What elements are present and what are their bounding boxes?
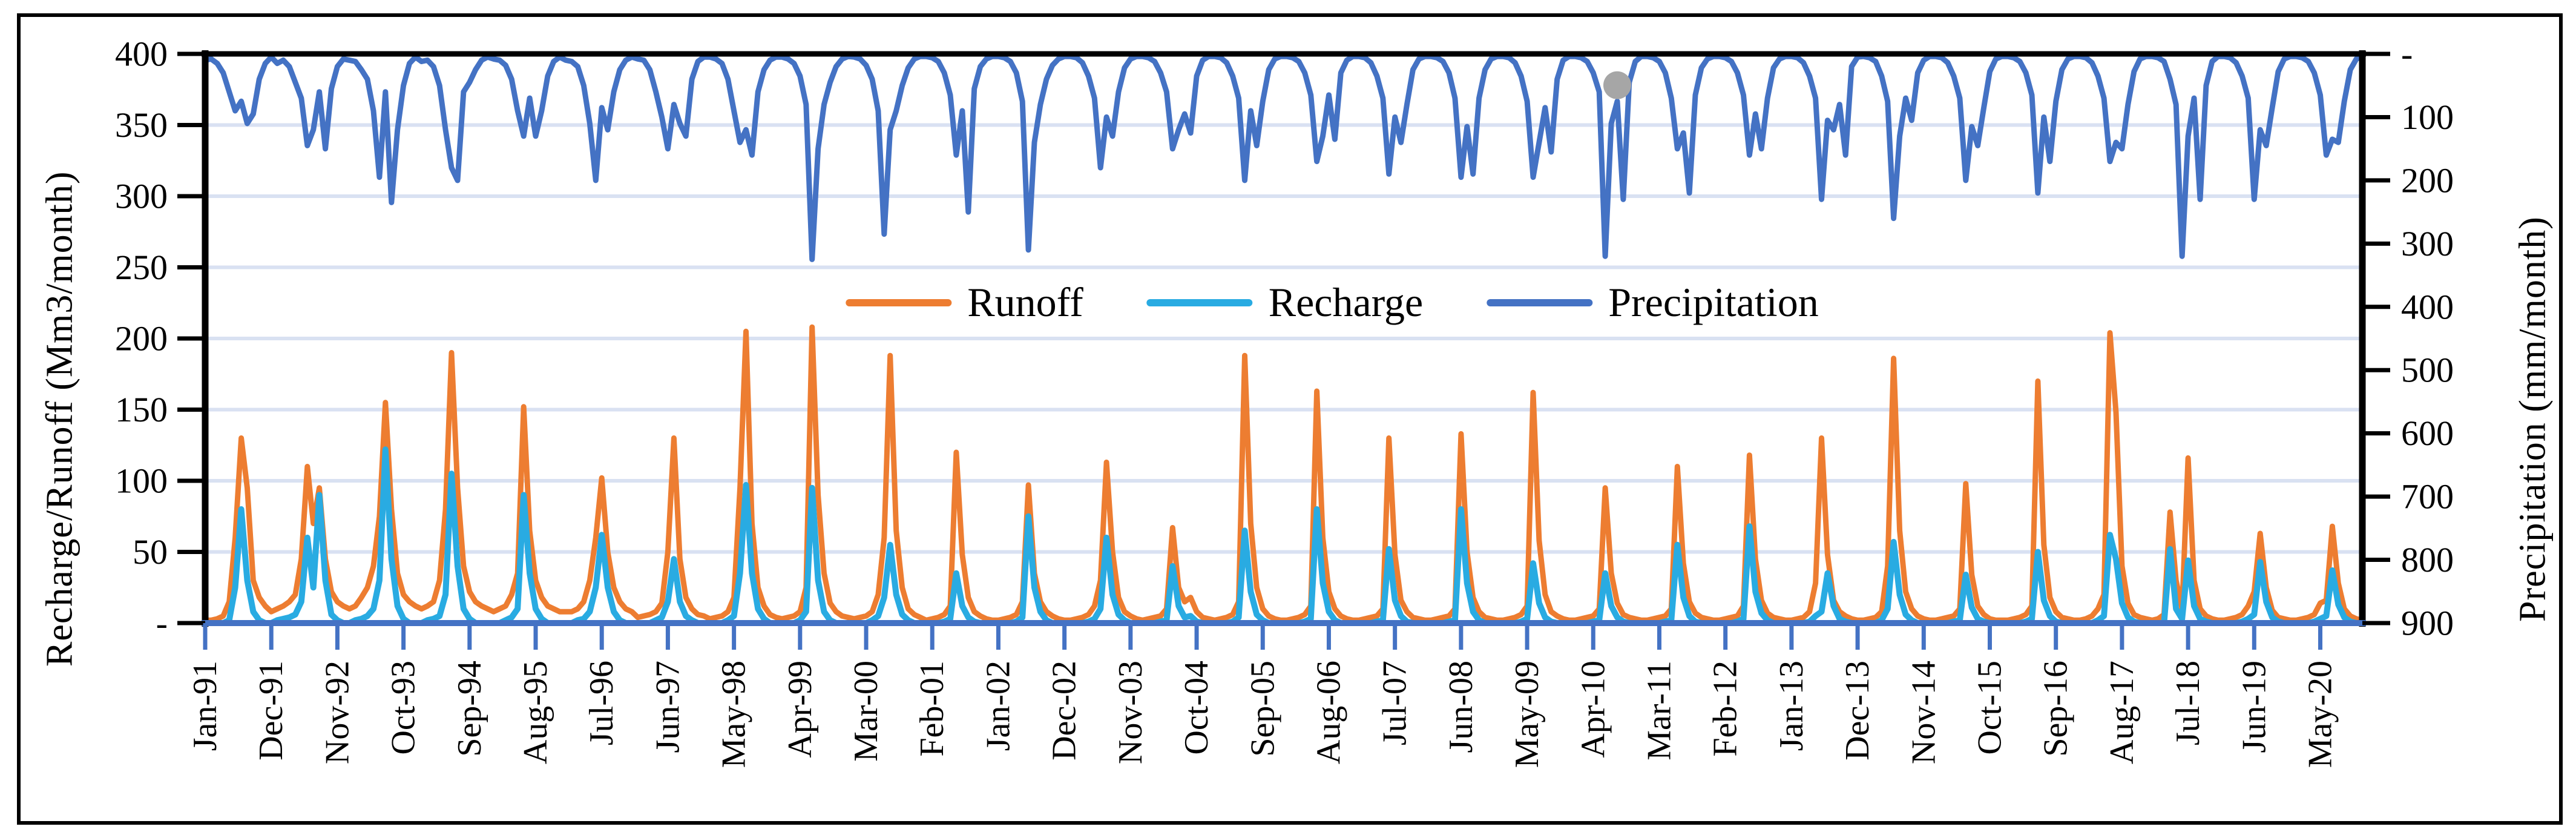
x-tick-label: May-09 [1508, 661, 1546, 768]
x-tick-label: Nov-14 [1905, 661, 1942, 764]
x-tick-label: Jan-13 [1773, 661, 1810, 751]
x-tick-label: Feb-01 [913, 661, 951, 757]
x-tick-label: Aug-06 [1310, 661, 1347, 764]
left-axis-title: Recharge/Runoff (Mm3/month) [39, 171, 80, 667]
legend-item-precipitation: Precipitation [1487, 279, 1819, 326]
chart-plot: 400 350 300 250 200 150 100 50 - - 100 200 300 400 500… [115, 35, 2454, 768]
x-tick-label: Jan-02 [979, 661, 1017, 751]
legend-item-runoff: Runoff [846, 279, 1083, 326]
series-line-precipitation [202, 53, 2365, 262]
left-tick-label: 150 [115, 390, 168, 429]
x-tick-label: Apr-99 [781, 661, 819, 758]
right-tick-label: 400 [2401, 287, 2454, 326]
right-axis-title: Precipitation (mm/month) [2512, 216, 2554, 622]
x-tick-label: Jun-08 [1442, 661, 1480, 753]
x-tick-label: Sep-94 [451, 661, 488, 757]
right-tick-label: 800 [2401, 540, 2454, 579]
right-tick-label: 200 [2401, 160, 2454, 200]
right-tick-label: 700 [2401, 477, 2454, 517]
x-tick-label: Dec-13 [1839, 661, 1876, 761]
x-tick-label: Sep-16 [2037, 661, 2075, 757]
x-tick-label: Jul-96 [583, 661, 620, 745]
x-tick-label: Sep-05 [1244, 661, 1281, 757]
legend: Runoff Recharge Precipitation [846, 279, 1819, 326]
right-tick-label: 600 [2401, 414, 2454, 453]
left-tick-label: 100 [115, 461, 168, 501]
x-tick-label: Jun-97 [649, 661, 686, 753]
gray-dot-marker [1603, 71, 1631, 99]
x-tick-label: Nov-92 [318, 661, 356, 764]
x-tick-label: Jun-19 [2235, 661, 2273, 753]
right-tick-label: 300 [2401, 224, 2454, 263]
x-tick-label: Mar-00 [847, 661, 885, 762]
legend-label-precipitation: Precipitation [1608, 279, 1819, 325]
legend-label-runoff: Runoff [967, 279, 1083, 325]
x-tick-label: Oct-93 [385, 661, 422, 755]
x-tick-label: Aug-95 [517, 661, 554, 764]
x-tick-label: Jul-18 [2169, 661, 2207, 745]
x-tick-label: Jan-91 [186, 661, 224, 751]
x-tick-label: Oct-04 [1178, 661, 1215, 755]
right-tick-label: 500 [2401, 351, 2454, 390]
left-tick-label: 350 [115, 105, 168, 145]
x-tick-label: Mar-11 [1640, 661, 1678, 761]
left-tick-label: 200 [115, 319, 168, 358]
runoff-line-swatch-icon [846, 299, 952, 306]
legend-item-recharge: Recharge [1146, 279, 1424, 326]
right-tick-label: 900 [2401, 604, 2454, 643]
legend-label-recharge: Recharge [1268, 279, 1424, 325]
left-tick-label: 250 [115, 248, 168, 287]
chart-figure: 400 350 300 250 200 150 100 50 - - 100 200 300 400 500… [17, 13, 2563, 825]
right-tick-label: - [2401, 35, 2413, 74]
x-tick-label: Aug-17 [2103, 661, 2141, 764]
x-tick-label: Dec-91 [252, 661, 290, 761]
left-tick-label: - [156, 604, 168, 643]
x-tick-label: May-98 [715, 661, 753, 768]
left-tick-label: 300 [115, 177, 168, 216]
recharge-line-swatch-icon [1146, 299, 1253, 306]
left-tick-label: 50 [133, 532, 168, 572]
x-tick-label: Jul-07 [1376, 661, 1414, 745]
x-tick-label: May-20 [2302, 661, 2339, 768]
x-tick-label: Oct-15 [1971, 661, 2008, 755]
x-tick-label: Nov-03 [1112, 661, 1149, 764]
x-tick-label: Feb-12 [1707, 661, 1744, 757]
right-tick-label: 100 [2401, 97, 2454, 137]
x-tick-label: Dec-02 [1046, 661, 1083, 761]
precipitation-line-swatch-icon [1487, 299, 1593, 306]
left-tick-label: 400 [115, 35, 168, 74]
x-tick-label: Apr-10 [1574, 661, 1612, 758]
